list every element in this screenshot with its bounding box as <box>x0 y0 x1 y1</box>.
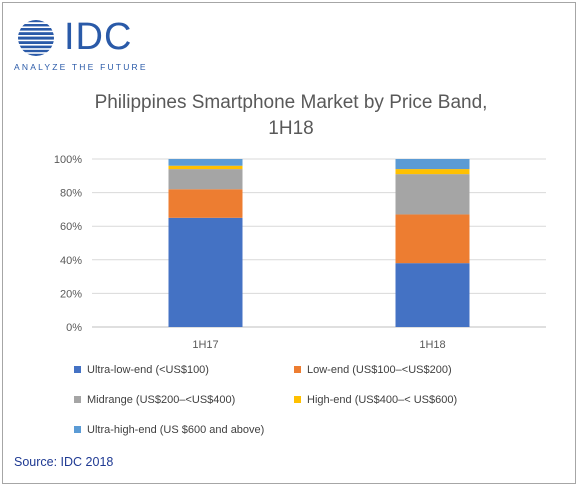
bar-segment <box>168 189 243 218</box>
legend-swatch <box>74 395 81 403</box>
bar-segment <box>168 159 243 166</box>
chart-title-line2: 1H18 <box>268 118 314 139</box>
legend-swatch <box>74 365 81 373</box>
globe-icon <box>18 20 54 56</box>
legend-item: Midrange (US$200–<US$400) <box>74 394 235 406</box>
bar-segment <box>395 174 470 215</box>
bar-segment <box>168 165 243 170</box>
logo-wordmark: IDC <box>64 16 133 58</box>
bar-segment <box>395 263 470 327</box>
legend-swatch <box>294 365 301 373</box>
y-tick-label: 20% <box>60 288 82 300</box>
legend-item: Ultra-low-end (<US$100) <box>74 364 209 376</box>
y-tick-label: 0% <box>66 322 82 334</box>
idc-logo: IDC ANALYZE THE FUTURE <box>14 14 154 72</box>
legend-swatch <box>294 395 301 403</box>
source-note: Source: IDC 2018 <box>14 455 114 469</box>
bar-segment <box>395 159 470 170</box>
chart-title: Philippines Smartphone Market by Price B… <box>0 90 582 142</box>
legend-item: Low-end (US$100–<US$200) <box>294 364 452 376</box>
y-tick-label: 60% <box>60 221 82 233</box>
y-tick-label: 80% <box>60 188 82 200</box>
y-tick-label: 100% <box>54 154 82 166</box>
chart-frame <box>2 2 576 484</box>
x-tick-label: 1H18 <box>419 339 445 351</box>
bar-segment <box>395 214 470 264</box>
legend-label: Ultra-high-end (US $600 and above) <box>87 424 265 436</box>
bar-segment <box>395 169 470 175</box>
legend-label: Midrange (US$200–<US$400) <box>87 394 236 406</box>
legend-item: Ultra-high-end (US $600 and above) <box>74 424 264 436</box>
bar-segment <box>168 217 243 327</box>
x-tick-label: 1H17 <box>192 339 218 351</box>
logo-tagline: ANALYZE THE FUTURE <box>14 62 148 72</box>
y-tick-label: 40% <box>60 255 82 267</box>
legend-label: High-end (US$400–< US$600) <box>307 394 458 406</box>
legend-label: Ultra-low-end (<US$100) <box>87 364 209 376</box>
chart-title-line1: Philippines Smartphone Market by Price B… <box>94 92 488 113</box>
legend-label: Low-end (US$100–<US$200) <box>307 364 452 376</box>
legend-swatch <box>74 425 81 433</box>
bar-segment <box>168 169 243 190</box>
stacked-bar-chart: 0% 20% 40% 60% 80% 100% 1H17 1H18 <box>54 154 546 351</box>
legend-item: High-end (US$400–< US$600) <box>294 394 457 406</box>
